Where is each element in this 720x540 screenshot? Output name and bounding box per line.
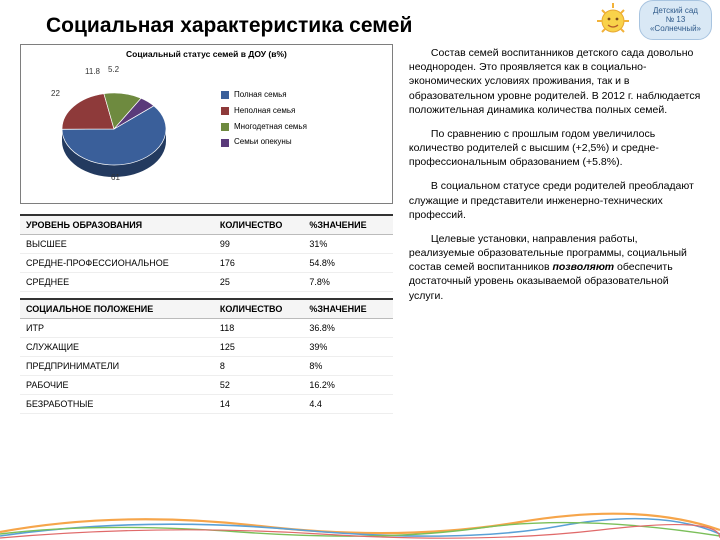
legend-swatch [221,123,229,131]
legend-swatch [221,139,229,147]
table-cell: 99 [214,235,303,254]
table-cell: 52 [214,376,303,395]
social-table: СОЦИАЛЬНОЕ ПОЛОЖЕНИЕКОЛИЧЕСТВО%ЗНАЧЕНИЕ … [20,298,393,414]
table-cell: 8 [214,357,303,376]
description-text: Состав семей воспитанников детского сада… [409,44,704,420]
table-cell: 39% [303,338,393,357]
table-cell: 14 [214,395,303,414]
table-cell: 54.8% [303,254,393,273]
badge-text: Детский сад № 13 «Солнечный» [639,0,712,40]
table-cell: СЛУЖАЩИЕ [20,338,214,357]
table-cell: 16.2% [303,376,393,395]
paragraph-2: По сравнению с прошлым годом увеличилось… [409,127,704,170]
pie-label: 22 [51,89,60,98]
legend-label: Неполная семья [234,105,295,118]
table-row: СЛУЖАЩИЕ12539% [20,338,393,357]
table-row: СРЕДНЕ-ПРОФЕССИОНАЛЬНОЕ17654.8% [20,254,393,273]
table-cell: 4.4 [303,395,393,414]
table-cell: 118 [214,319,303,338]
legend-swatch [221,107,229,115]
table-row: ИТР11836.8% [20,319,393,338]
table-cell: 8% [303,357,393,376]
chart-legend: Полная семья Неполная семья Многодетная се… [221,89,307,152]
table-cell: СРЕДНЕЕ [20,273,214,292]
pie-holder [49,71,179,189]
legend-item: Полная семья [221,89,307,102]
table-header: СОЦИАЛЬНОЕ ПОЛОЖЕНИЕ [20,299,214,319]
table-cell: РАБОЧИЕ [20,376,214,395]
table-row: БЕЗРАБОТНЫЕ144.4 [20,395,393,414]
table-row: СРЕДНЕЕ257.8% [20,273,393,292]
table-header: КОЛИЧЕСТВО [214,299,303,319]
kindergarten-badge: Детский сад № 13 «Солнечный» [591,0,712,40]
pie-label: 11.8 [85,67,100,76]
table-cell: БЕЗРАБОТНЫЕ [20,395,214,414]
table-header: %ЗНАЧЕНИЕ [303,215,393,235]
table-cell: 25 [214,273,303,292]
pie-label: 61 [111,173,120,182]
legend-item: Многодетная семья [221,121,307,134]
sun-icon [591,1,635,39]
chart-title: Социальный статус семей в ДОУ (в%) [21,45,392,59]
pie-label: 5.2 [108,65,119,74]
paragraph-1: Состав семей воспитанников детского сада… [409,46,704,117]
table-cell: СРЕДНЕ-ПРОФЕССИОНАЛЬНОЕ [20,254,214,273]
paragraph-4: Целевые установки, направления работы, р… [409,232,704,303]
table-cell: 31% [303,235,393,254]
table-row: ПРЕДПРИНИМАТЕЛИ88% [20,357,393,376]
table-row: РАБОЧИЕ5216.2% [20,376,393,395]
table-cell: 176 [214,254,303,273]
badge-line3: «Солнечный» [650,25,701,34]
table-header: %ЗНАЧЕНИЕ [303,299,393,319]
education-table: УРОВЕНЬ ОБРАЗОВАНИЯКОЛИЧЕСТВО%ЗНАЧЕНИЕ В… [20,214,393,292]
table-header: УРОВЕНЬ ОБРАЗОВАНИЯ [20,215,214,235]
pie-chart: Социальный статус семей в ДОУ (в%) 61 22 1… [20,44,393,204]
legend-swatch [221,91,229,99]
legend-label: Семьи опекуны [234,136,292,149]
table-cell: ИТР [20,319,214,338]
table-cell: 125 [214,338,303,357]
table-cell: ПРЕДПРИНИМАТЕЛИ [20,357,214,376]
decorative-flourish [0,504,720,540]
legend-item: Неполная семья [221,105,307,118]
table-cell: 7.8% [303,273,393,292]
legend-label: Полная семья [234,89,287,102]
legend-label: Многодетная семья [234,121,307,134]
table-cell: 36.8% [303,319,393,338]
table-row: ВЫСШЕЕ9931% [20,235,393,254]
table-cell: ВЫСШЕЕ [20,235,214,254]
paragraph-3: В социальном статусе среди родителей пре… [409,179,704,222]
table-header: КОЛИЧЕСТВО [214,215,303,235]
legend-item: Семьи опекуны [221,136,307,149]
